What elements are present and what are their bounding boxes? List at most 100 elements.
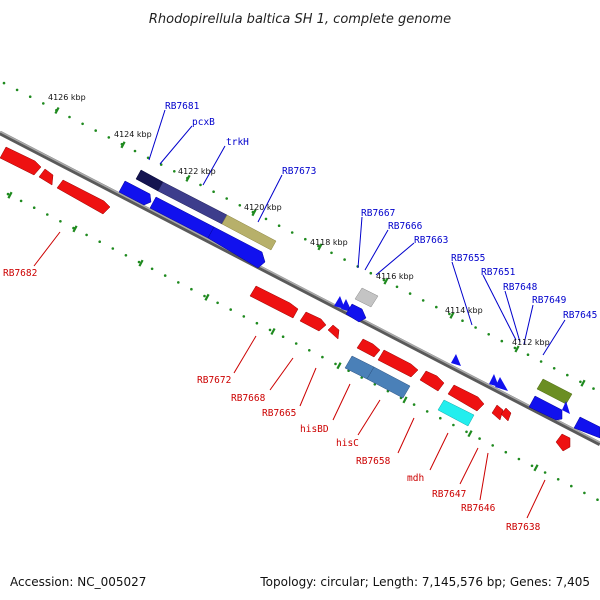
scale-dot [81,123,84,126]
label-rb7658[interactable]: RB7658 [356,456,391,467]
scale-dot [465,431,468,434]
scale-dot [435,306,438,309]
scale-tick [205,294,208,300]
scale-dot [108,136,111,139]
label-rb7651[interactable]: RB7651 [481,267,516,278]
scale-dot [42,102,45,105]
scale-tick [468,431,471,437]
scale-dot [225,197,228,200]
scale-dot [173,170,176,173]
scale-dot [413,403,416,406]
scale-tick [271,329,274,335]
label-trkh[interactable]: trkH [226,137,249,148]
kbp-label-4114: 4114 kbp [445,306,483,315]
scale-dot [295,342,298,345]
label-rb7682[interactable]: RB7682 [3,268,37,279]
kbp-label-4124: 4124 kbp [114,130,152,139]
scale-dot [265,218,268,221]
scale-tick [55,108,58,114]
accession-text: Accession: NC_005027 [10,575,146,589]
gene-rb7672[interactable] [250,286,298,318]
kbp-label-4122: 4122 kbp [178,167,216,176]
gene-rb7658[interactable] [420,371,444,391]
scale-dot [487,333,490,336]
scale-dot [491,444,494,447]
label-rb7667[interactable]: RB7667 [361,208,395,219]
label-rb7647[interactable]: RB7647 [432,489,466,500]
label-mdh[interactable]: mdh [407,473,424,484]
label-rb7681[interactable]: RB7681 [165,101,200,112]
scale-dot [570,485,573,488]
label-rb7638[interactable]: RB7638 [506,522,541,533]
scale-dot [370,272,373,275]
scale-tick [139,260,142,266]
gene-red-c[interactable] [357,339,380,357]
scale-dot [592,387,595,390]
label-rb7645[interactable]: RB7645 [563,310,597,321]
label-rb7655[interactable]: RB7655 [451,253,485,264]
scale-dot [505,451,508,454]
scale-dot [16,89,19,92]
scale-tick [534,465,537,471]
gene-arrow-f[interactable] [562,401,570,414]
gene-arrow-c[interactable] [451,354,461,366]
scale-dot [409,292,412,295]
label-rb7649[interactable]: RB7649 [532,295,567,306]
gene-rb7667[interactable] [355,288,378,307]
scale-dot [474,326,477,329]
gene-rb7668[interactable] [300,312,326,331]
scale-dot [439,417,442,420]
forward-gene-labels: RB7681 pcxB trkH RB7673 RB7667 RB7666 RB… [165,101,597,321]
scale-dot [452,424,455,427]
scale-dot [112,247,115,250]
scale-dot [540,360,543,363]
scale-dot [68,116,71,119]
kbp-label-4112: 4112 kbp [512,338,550,347]
label-rb7646[interactable]: RB7646 [461,503,496,514]
label-hisc[interactable]: hisC [336,438,359,449]
scale-dot [518,458,521,461]
scale-dot [134,150,137,153]
label-rb7648[interactable]: RB7648 [503,282,538,293]
scale-dot [330,252,333,255]
scale-dot [243,315,246,318]
scale-dot [544,471,547,474]
scale-dot [59,220,62,223]
label-rb7672[interactable]: RB7672 [197,375,231,386]
scale-dot [125,254,128,257]
label-rb7663[interactable]: RB7663 [414,235,448,246]
scale-dot [478,437,481,440]
label-rb7665[interactable]: RB7665 [262,408,296,419]
scale-dot [33,206,36,209]
label-pcxb[interactable]: pcxB [192,117,215,128]
scale-dot [216,302,219,305]
gene-rb7682-b[interactable] [39,169,53,185]
scale-dot [85,234,88,237]
scale-dot [501,340,504,343]
scale-dot [46,213,49,216]
scale-dot [94,129,97,132]
label-rb7673[interactable]: RB7673 [282,166,316,177]
label-hisbd[interactable]: hisBD [300,424,329,435]
scale-dot [190,288,193,291]
scale-dot [164,274,167,277]
label-rb7668[interactable]: RB7668 [231,393,266,404]
gene-rb7681[interactable] [136,170,163,191]
kbp-label-4118: 4118 kbp [310,238,348,247]
scale-dot [321,356,324,359]
scale-dot [566,374,569,377]
scale-dot [212,190,215,193]
scale-tick [581,380,584,386]
gene-rb7665[interactable] [328,325,339,339]
kbp-label-4126: 4126 kbp [48,93,86,102]
scale-dot [579,381,582,384]
gene-rb7638[interactable] [556,434,570,451]
gene-rb7647[interactable] [492,405,503,420]
label-rb7666[interactable]: RB7666 [388,221,423,232]
scale-dot [527,353,530,356]
scale-dot [422,299,425,302]
scale-dot [177,281,180,284]
scale-tick [121,142,124,148]
